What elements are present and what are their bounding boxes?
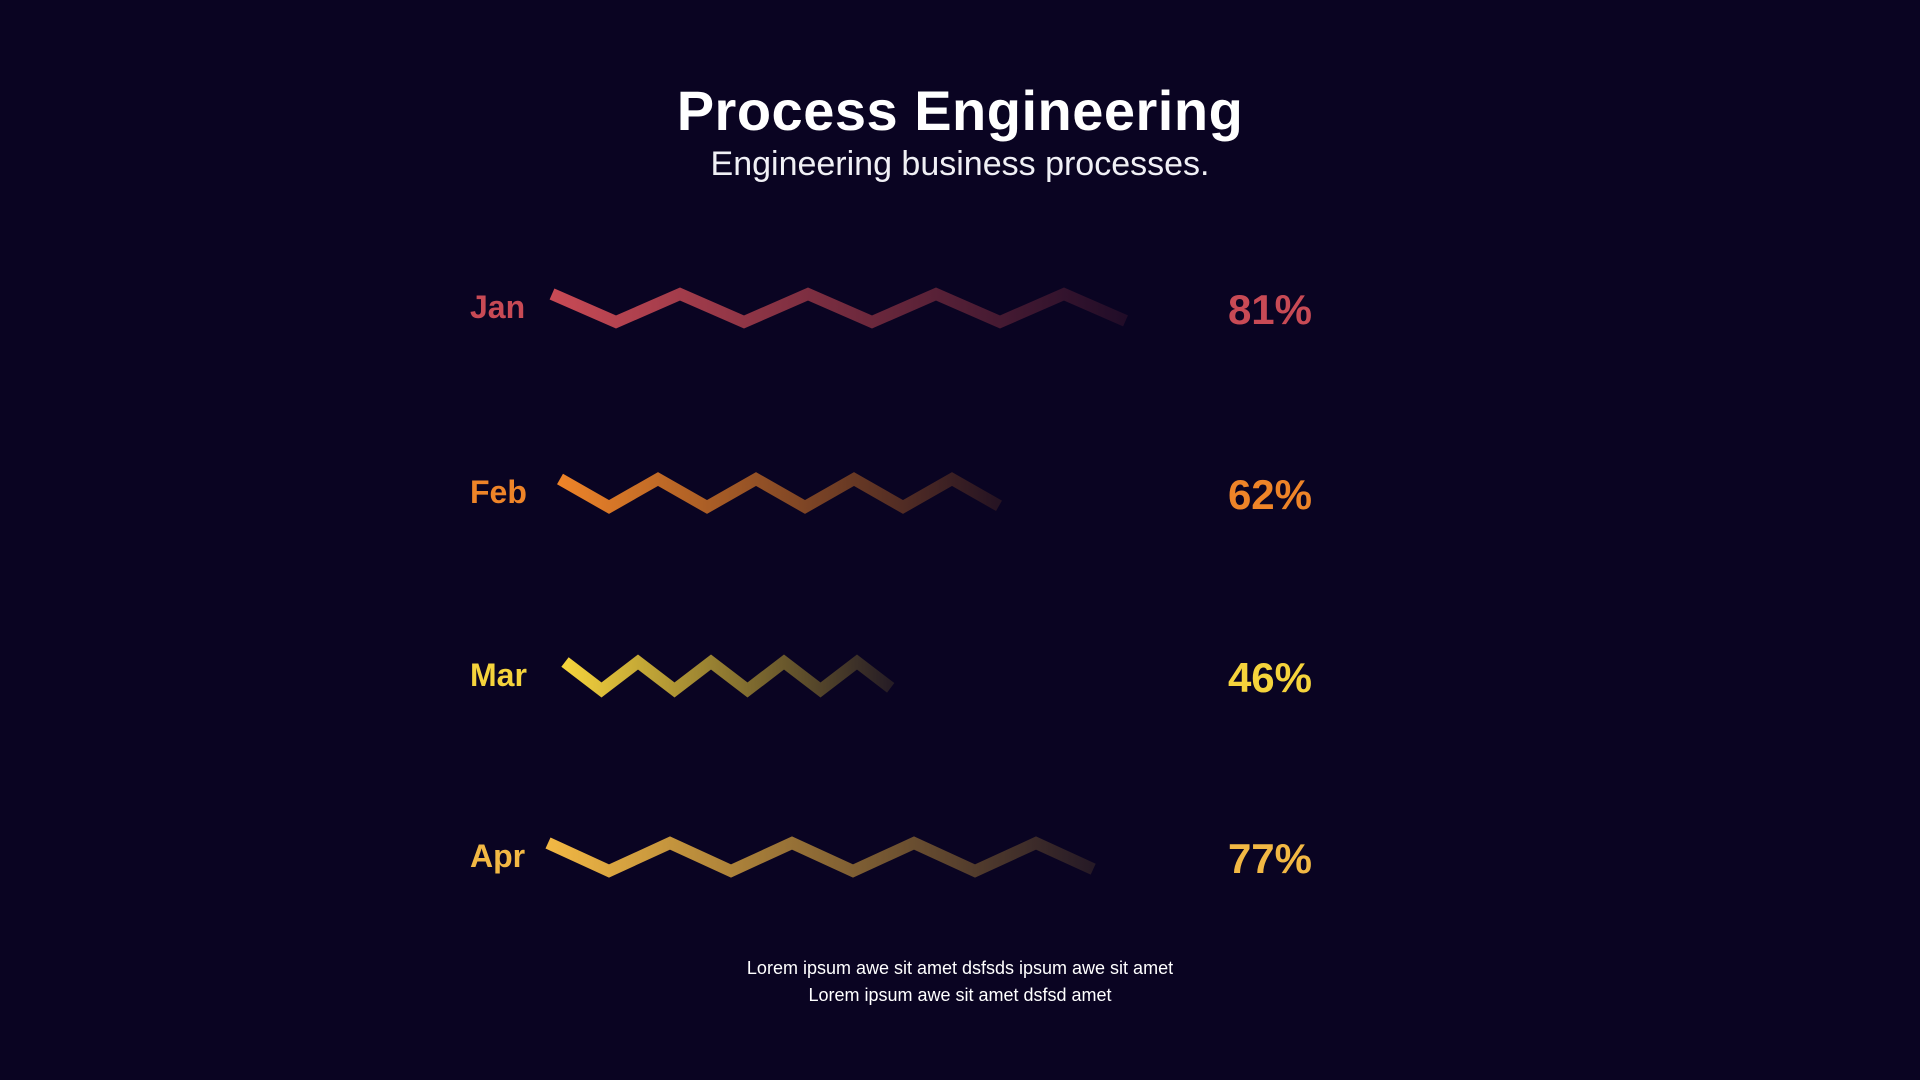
value-label-feb: 62% [1228, 471, 1312, 518]
category-label-feb: Feb [470, 474, 527, 510]
chart-subtitle: Engineering business processes. [710, 145, 1210, 183]
value-label-mar: 46% [1228, 654, 1312, 701]
footnote-line-2: Lorem ipsum awe sit amet dsfsd amet [808, 985, 1112, 1005]
zigzag-bar-mar [561, 654, 895, 698]
zigzag-bar-jan [549, 287, 1128, 329]
zigzag-bar-apr [545, 836, 1096, 878]
value-label-apr: 77% [1228, 835, 1312, 882]
chart-title: Process Engineering [676, 79, 1244, 142]
value-label-jan: 81% [1228, 286, 1312, 333]
category-label-apr: Apr [470, 838, 525, 874]
category-label-mar: Mar [470, 657, 527, 693]
category-label-jan: Jan [470, 289, 525, 325]
zigzag-bar-feb [557, 472, 1002, 514]
footnote-line-1: Lorem ipsum awe sit amet dsfsds ipsum aw… [746, 958, 1174, 978]
